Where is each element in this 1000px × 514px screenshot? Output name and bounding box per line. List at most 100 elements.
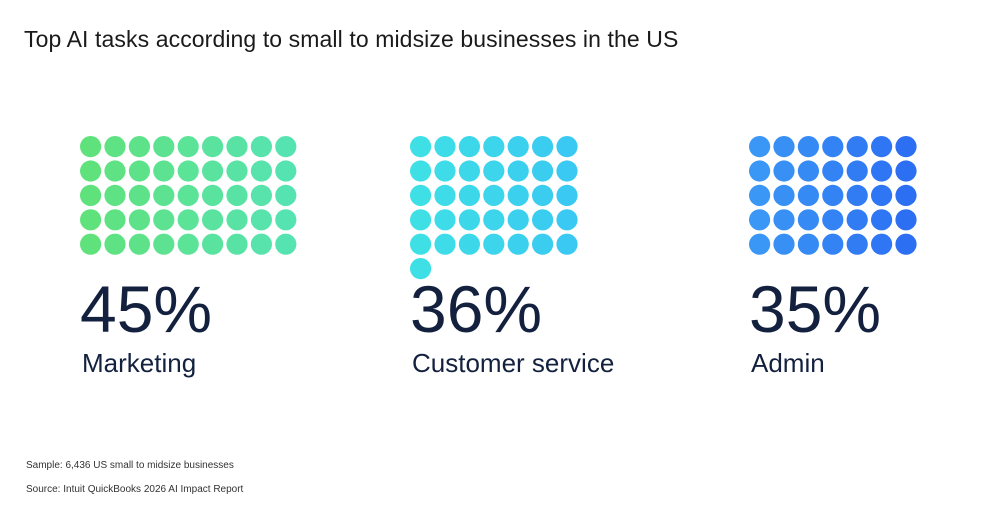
waffle-dot-marketing <box>153 184 175 206</box>
waffle-dot-customer-service <box>556 184 578 206</box>
waffle-dot-marketing <box>153 209 175 231</box>
waffle-dot-customer-service <box>458 160 480 182</box>
waffle-dot-marketing <box>202 136 224 158</box>
waffle-dot-admin <box>749 209 771 231</box>
waffle-dot-customer-service <box>458 233 480 255</box>
waffle-dot-admin <box>871 136 893 158</box>
waffle-dot-customer-service <box>410 160 432 182</box>
waffle-dot-admin <box>822 184 844 206</box>
waffle-dot-customer-service <box>434 160 456 182</box>
waffle-dot-admin <box>846 184 868 206</box>
waffle-dots-admin <box>749 136 917 255</box>
waffle-dot-marketing <box>128 160 150 182</box>
waffle-dot-admin <box>895 160 917 182</box>
waffle-dot-marketing <box>177 184 199 206</box>
waffle-dot-customer-service <box>556 136 578 158</box>
waffle-dot-admin <box>895 233 917 255</box>
waffle-dot-marketing <box>104 184 126 206</box>
waffle-dot-customer-service <box>410 136 432 158</box>
waffle-panel-customer-service: 36% Customer service <box>410 136 690 396</box>
waffle-dot-customer-service <box>507 184 529 206</box>
waffle-dot-marketing <box>250 209 272 231</box>
waffle-dot-marketing <box>250 160 272 182</box>
waffle-dot-admin <box>846 209 868 231</box>
value-label-marketing: 45% <box>80 272 213 346</box>
waffle-dot-admin <box>797 184 819 206</box>
waffle-dot-marketing <box>250 136 272 158</box>
waffle-dot-customer-service <box>507 136 529 158</box>
waffle-dot-admin <box>797 160 819 182</box>
waffle-dot-customer-service <box>434 136 456 158</box>
waffle-dot-customer-service <box>410 258 432 280</box>
category-label-customer-service: Customer service <box>412 348 615 378</box>
waffle-dot-marketing <box>153 160 175 182</box>
waffle-dot-admin <box>822 160 844 182</box>
waffle-dot-marketing <box>128 184 150 206</box>
footnote-source: Source: Intuit QuickBooks 2026 AI Impact… <box>26 484 244 495</box>
waffle-dot-marketing <box>226 233 248 255</box>
waffle-dot-marketing <box>226 136 248 158</box>
waffle-dot-admin <box>773 233 795 255</box>
waffle-dot-marketing <box>275 184 297 206</box>
waffle-dot-admin <box>846 160 868 182</box>
waffle-dot-admin <box>895 184 917 206</box>
waffle-dot-marketing <box>202 233 224 255</box>
waffle-dot-customer-service <box>434 233 456 255</box>
waffle-dot-admin <box>749 233 771 255</box>
waffle-dot-marketing <box>177 160 199 182</box>
waffle-dot-marketing <box>153 233 175 255</box>
waffle-dot-admin <box>846 136 868 158</box>
waffle-dot-customer-service <box>458 209 480 231</box>
waffle-dot-marketing <box>80 160 102 182</box>
waffle-dot-marketing <box>80 233 102 255</box>
value-label-admin: 35% <box>749 272 882 346</box>
waffle-dot-admin <box>797 233 819 255</box>
waffle-dot-marketing <box>250 184 272 206</box>
waffle-dot-marketing <box>128 136 150 158</box>
waffle-dot-admin <box>773 136 795 158</box>
waffle-dot-customer-service <box>434 184 456 206</box>
waffle-dot-admin <box>846 233 868 255</box>
waffle-dot-customer-service <box>483 184 505 206</box>
waffle-dot-marketing <box>80 184 102 206</box>
waffle-dot-marketing <box>153 136 175 158</box>
waffle-dot-marketing <box>202 184 224 206</box>
waffle-dots-marketing <box>80 136 297 255</box>
waffle-dot-customer-service <box>410 233 432 255</box>
waffle-dot-admin <box>871 160 893 182</box>
waffle-dot-admin <box>822 233 844 255</box>
waffle-dot-customer-service <box>483 160 505 182</box>
waffle-dot-marketing <box>104 160 126 182</box>
chart-title: Top AI tasks according to small to midsi… <box>24 26 679 52</box>
waffle-dot-customer-service <box>507 209 529 231</box>
waffle-dot-marketing <box>80 136 102 158</box>
waffle-dot-admin <box>749 160 771 182</box>
waffle-dot-admin <box>895 136 917 158</box>
waffle-dot-customer-service <box>458 136 480 158</box>
waffle-dot-marketing <box>275 136 297 158</box>
waffle-dot-marketing <box>80 209 102 231</box>
waffle-dot-customer-service <box>507 233 529 255</box>
waffle-dot-marketing <box>128 209 150 231</box>
waffle-dot-customer-service <box>483 209 505 231</box>
waffle-dot-admin <box>749 136 771 158</box>
waffle-dot-customer-service <box>507 160 529 182</box>
waffle-dot-customer-service <box>532 184 554 206</box>
waffle-dot-marketing <box>177 209 199 231</box>
waffle-panel-admin: 35% Admin <box>749 136 1000 396</box>
waffle-dot-customer-service <box>532 136 554 158</box>
waffle-dot-marketing <box>275 209 297 231</box>
waffle-dots-customer-service <box>410 136 578 280</box>
waffle-dot-marketing <box>177 233 199 255</box>
waffle-dot-customer-service <box>410 184 432 206</box>
waffle-dot-customer-service <box>532 233 554 255</box>
waffle-dot-admin <box>871 233 893 255</box>
waffle-dot-marketing <box>275 233 297 255</box>
waffle-dot-admin <box>822 136 844 158</box>
waffle-dot-marketing <box>202 209 224 231</box>
waffle-dot-customer-service <box>532 209 554 231</box>
waffle-dot-marketing <box>177 136 199 158</box>
waffle-dot-admin <box>773 209 795 231</box>
waffle-dot-customer-service <box>434 209 456 231</box>
waffle-dot-marketing <box>275 160 297 182</box>
